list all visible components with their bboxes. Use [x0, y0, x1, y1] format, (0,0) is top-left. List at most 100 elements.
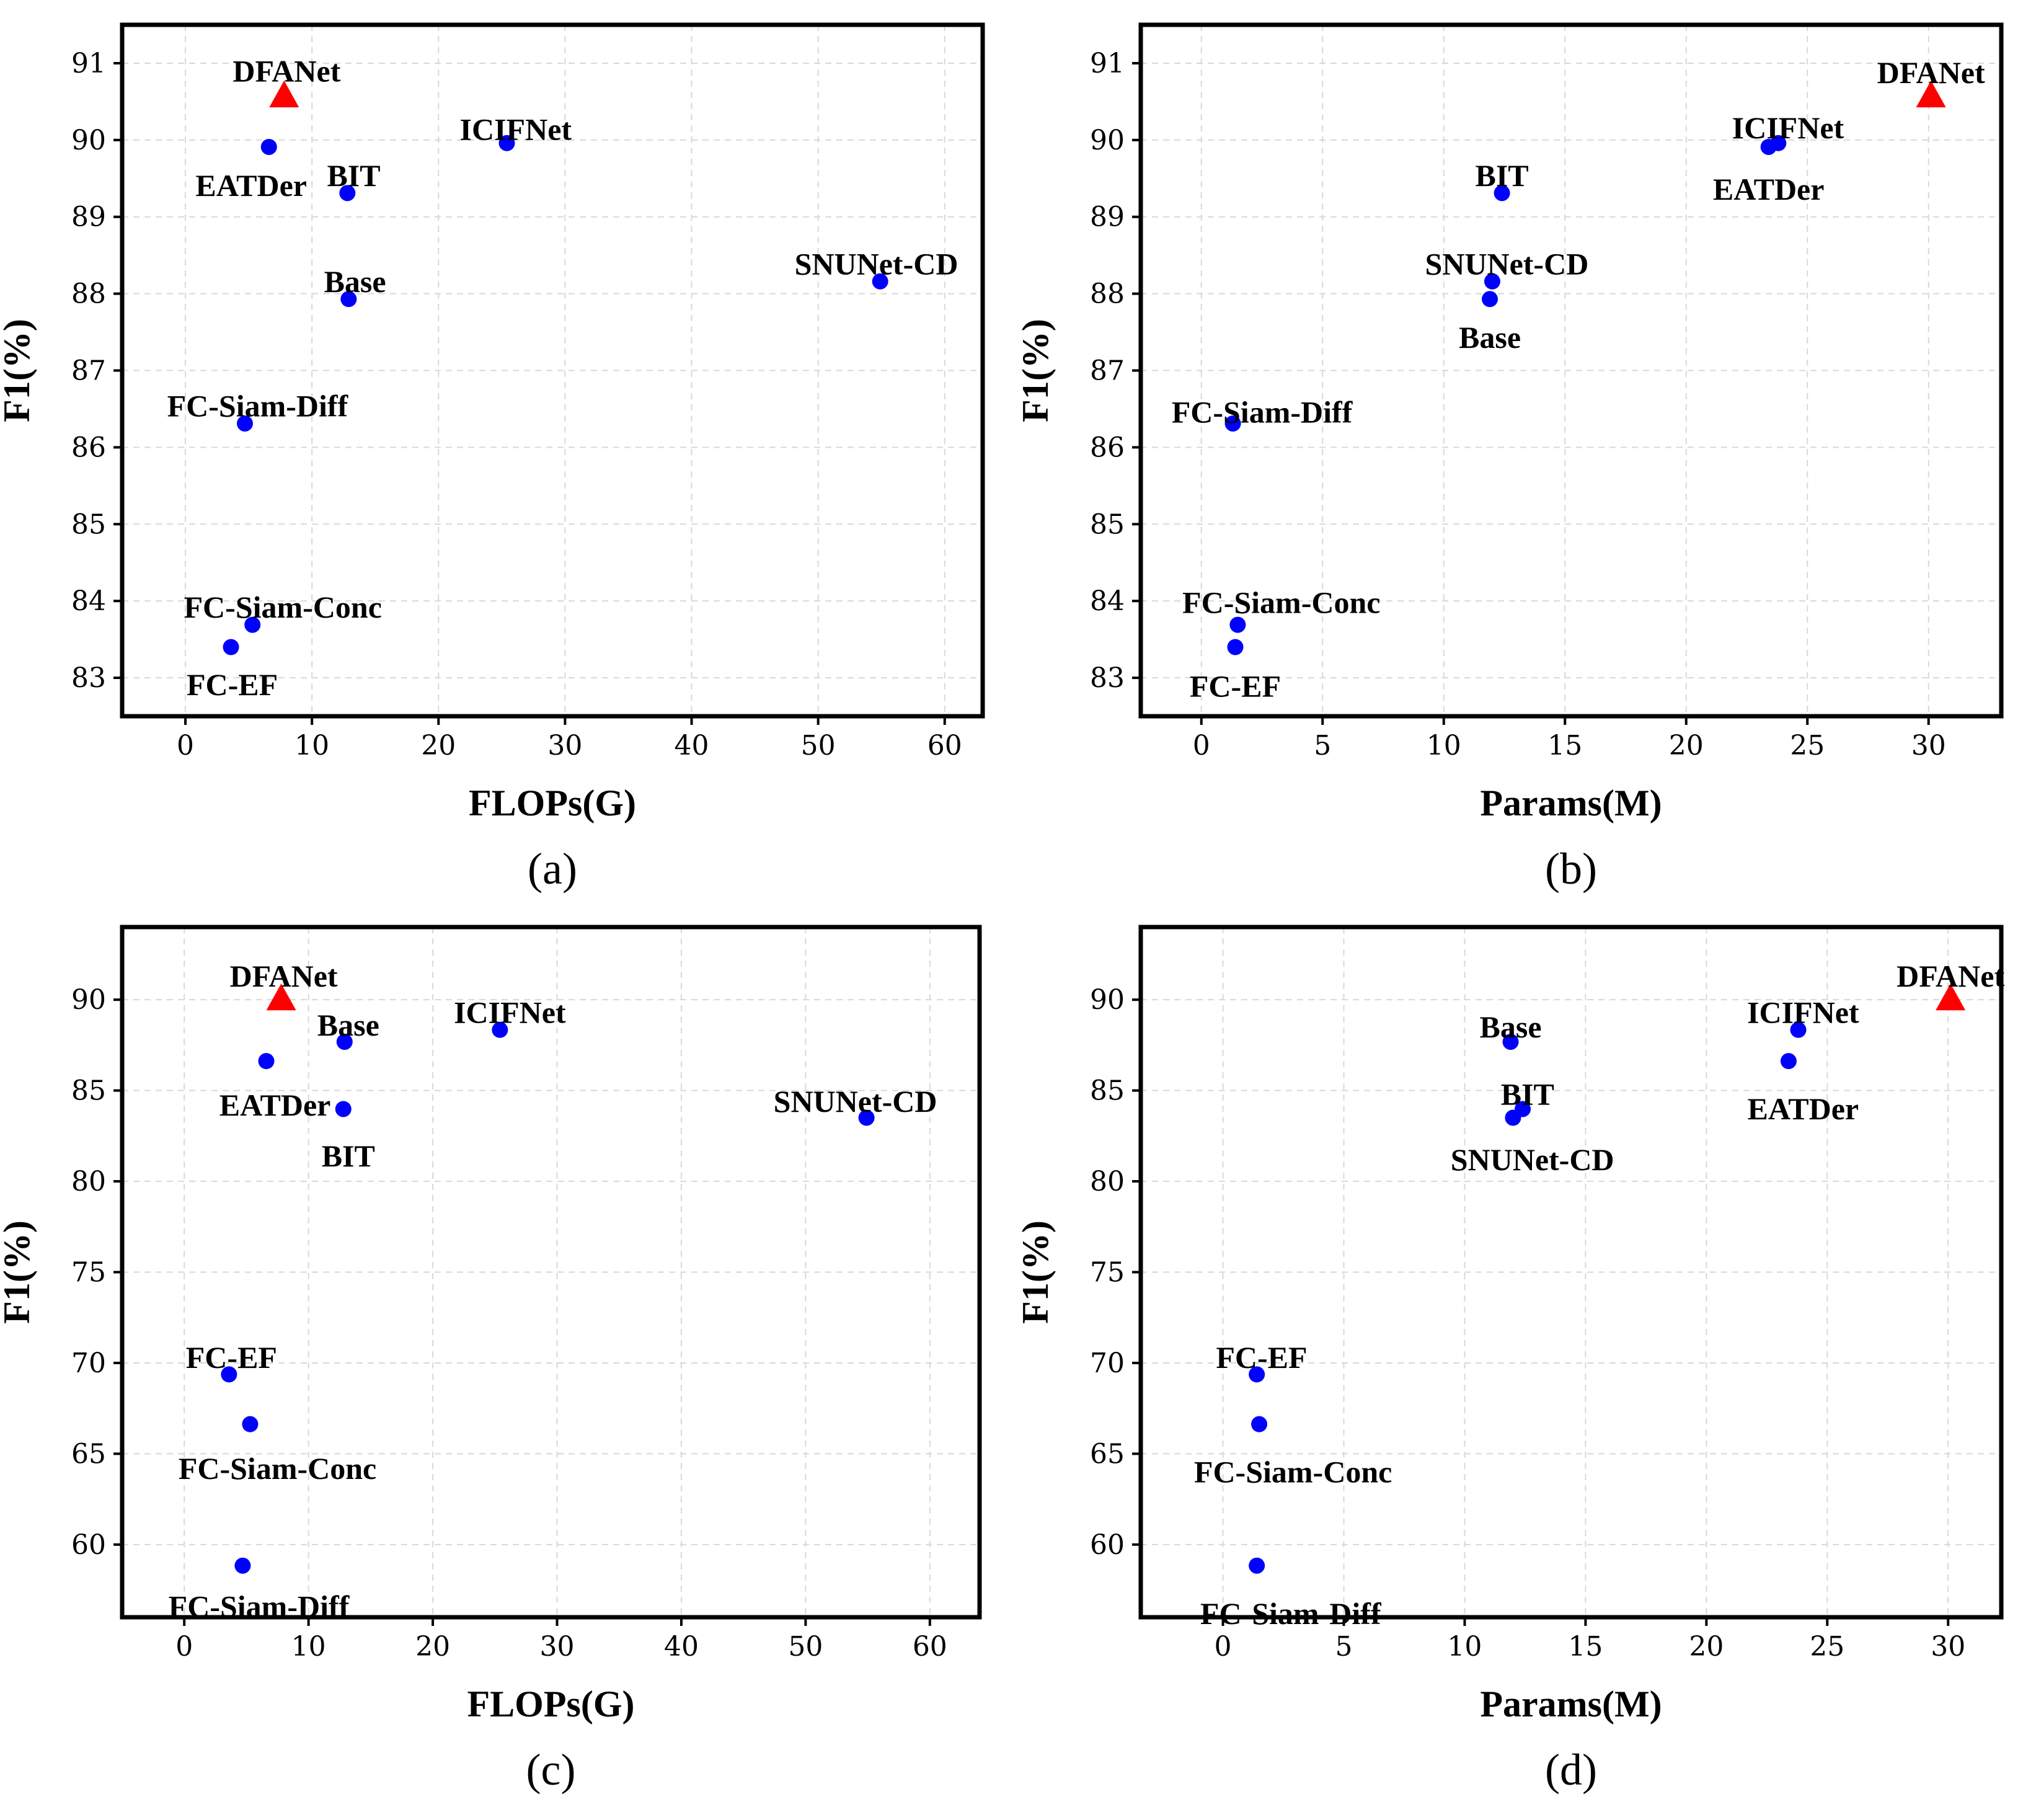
point-fc-siam-diff [236, 415, 253, 432]
point-label-fc-ef: FC-EF [186, 1340, 277, 1375]
x-tick-label: 25 [1810, 1631, 1844, 1662]
x-tick-label: 40 [675, 730, 709, 761]
point-label-bit: BIT [322, 1139, 375, 1173]
y-tick-label: 90 [71, 984, 106, 1016]
y-tick-label: 87 [1090, 355, 1125, 387]
x-tick-label: 30 [547, 730, 582, 761]
x-tick-label: 25 [1790, 730, 1825, 761]
y-tick-label: 70 [1090, 1347, 1125, 1379]
point-label-eatder: EATDer [219, 1088, 331, 1122]
x-tick-label: 10 [1427, 730, 1461, 761]
x-tick-label: 40 [664, 1631, 699, 1662]
point-eatder [1780, 1053, 1797, 1070]
y-tick-label: 70 [71, 1347, 106, 1379]
y-tick-label: 88 [71, 278, 106, 310]
point-fc-ef [221, 1366, 237, 1383]
x-axis-label: Params(M) [1480, 1684, 1662, 1725]
point-label-dfanet: DFANet [232, 53, 340, 88]
point-fc-ef [1227, 639, 1244, 655]
y-axis-label: F1(%) [0, 319, 37, 422]
point-label-bit: BIT [327, 158, 380, 193]
point-label-fc-siam-conc: FC-Siam-Conc [179, 1451, 376, 1486]
point-label-base: Base [324, 264, 386, 299]
chart-panel-2: 0 5 10 15 20 25 30 83 84 85 86 87 88 89 90 91 Params(M) F… [1015, 22, 2004, 894]
point-label-fc-ef: FC-EF [1216, 1340, 1307, 1375]
x-tick-label: 60 [913, 1631, 947, 1662]
x-tick-label: 10 [291, 1631, 326, 1662]
point-label-fc-siam-diff: FC-Siam-Diff [167, 388, 349, 423]
y-tick-label: 60 [1090, 1529, 1125, 1561]
plot-frame [1138, 925, 2004, 1620]
x-tick-label: 5 [1314, 730, 1331, 761]
y-tick-label: 80 [1090, 1166, 1125, 1197]
point-label-fc-siam-conc: FC-Siam-Conc [1194, 1455, 1392, 1489]
y-tick-label: 89 [1090, 202, 1125, 233]
y-axis-label: F1(%) [0, 1220, 37, 1324]
point-bit [1494, 185, 1510, 202]
y-tick-label: 87 [71, 355, 106, 387]
point-eatder [1760, 138, 1777, 155]
y-tick-label: 83 [71, 662, 106, 694]
point-label-base: Base [1459, 320, 1521, 355]
point-snunet-cd [1484, 273, 1500, 290]
y-tick-label: 60 [71, 1529, 106, 1561]
point-label-bit: BIT [1501, 1076, 1554, 1111]
point-label-fc-siam-conc: FC-Siam-Conc [184, 590, 382, 624]
point-label-fc-ef: FC-EF [187, 667, 278, 702]
plot-frame [120, 22, 985, 719]
x-tick-label: 20 [421, 730, 456, 761]
point-fc-siam-conc [1251, 1416, 1268, 1432]
chart-panel-1: 0 10 20 30 40 50 60 83 84 85 86 87 88 89 90 91 FLOPs(G) F… [0, 22, 985, 894]
point-label-snunet-cd: SNUNet-CD [774, 1084, 937, 1119]
point-fc-ef [223, 639, 239, 655]
point-label-base: Base [317, 1008, 379, 1042]
panel-caption: (c) [526, 1745, 576, 1795]
panel-caption: (d) [1545, 1745, 1597, 1795]
x-tick-label: 60 [927, 730, 962, 761]
point-snunet-cd [872, 273, 888, 290]
y-axis-label: F1(%) [1015, 1220, 1056, 1324]
y-tick-label: 85 [1090, 1075, 1125, 1107]
x-tick-label: 0 [177, 730, 194, 761]
point-label-dfanet: DFANet [1897, 959, 2004, 993]
point-label-snunet-cd: SNUNet-CD [795, 246, 958, 281]
point-fc-siam-conc [244, 616, 261, 633]
point-bit [335, 1101, 352, 1117]
point-fc-siam-diff [234, 1557, 251, 1574]
point-label-icifnet: ICIFNet [1732, 110, 1844, 145]
x-tick-label: 15 [1547, 730, 1582, 761]
x-tick-label: 50 [788, 1631, 823, 1662]
y-tick-label: 90 [1090, 125, 1125, 156]
point-dfanet [269, 80, 299, 108]
y-tick-label: 90 [1090, 984, 1125, 1016]
x-tick-label: 30 [1931, 1631, 1965, 1662]
point-label-snunet-cd: SNUNet-CD [1451, 1142, 1614, 1177]
plot-frame [1138, 22, 2004, 719]
x-tick-label: 10 [294, 730, 329, 761]
point-dfanet [1916, 80, 1946, 108]
point-label-fc-siam-diff: FC-Siam-Diff [1172, 394, 1353, 429]
x-axis-label: FLOPs(G) [467, 1684, 635, 1725]
x-tick-label: 5 [1335, 1631, 1353, 1662]
point-label-fc-siam-diff: FC-Siam-Diff [1200, 1596, 1382, 1631]
x-tick-label: 0 [1193, 730, 1210, 761]
panel-caption: (b) [1545, 844, 1597, 894]
point-label-fc-siam-conc: FC-Siam-Conc [1182, 585, 1380, 620]
point-label-fc-siam-diff: FC-Siam-Diff [169, 1589, 350, 1623]
y-tick-label: 88 [1090, 278, 1125, 310]
x-tick-label: 20 [1689, 1631, 1724, 1662]
point-label-bit: BIT [1475, 158, 1528, 193]
y-tick-label: 85 [71, 508, 106, 540]
x-tick-label: 15 [1568, 1631, 1603, 1662]
x-tick-label: 20 [1669, 730, 1704, 761]
point-label-dfanet: DFANet [1877, 55, 1985, 90]
y-tick-label: 91 [71, 48, 106, 79]
y-tick-label: 65 [1090, 1438, 1125, 1470]
x-axis-label: Params(M) [1480, 783, 1662, 823]
x-tick-label: 0 [1215, 1631, 1232, 1662]
plot-frame [120, 925, 982, 1620]
point-base [336, 1034, 353, 1050]
y-tick-label: 86 [71, 432, 106, 463]
point-snunet-cd [1505, 1109, 1521, 1126]
